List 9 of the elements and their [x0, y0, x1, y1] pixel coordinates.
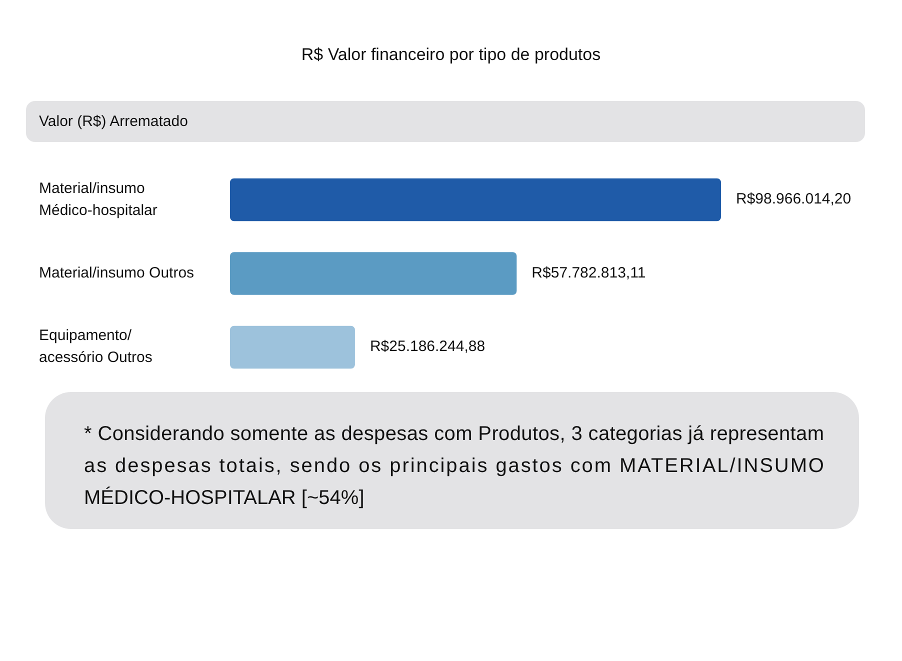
text: * Considerando somente as despesas com Produtos, 3 categorias já representam as despesas totais, sendo os principais gastos com MATERIAL/INSUMO MÉDICO-HOSPITALAR [~54%]	[84, 423, 824, 509]
data-label: R$25.186.244,88	[370, 338, 486, 356]
data-label: R$57.782.813,11	[532, 264, 646, 282]
data-label: R$98.966.014,20	[736, 190, 852, 208]
y-tick-label: Material/insumo Outros	[39, 264, 194, 282]
y-tick-label: Material/insumo Médico-hospitalar	[39, 180, 158, 219]
chart-subtitle: Valor (R$) Arrematado	[39, 112, 188, 130]
y-tick-label: Equipamento/ acessório Outros	[39, 327, 152, 366]
chart-title: R$ Valor financeiro por tipo de produtos	[301, 45, 601, 64]
